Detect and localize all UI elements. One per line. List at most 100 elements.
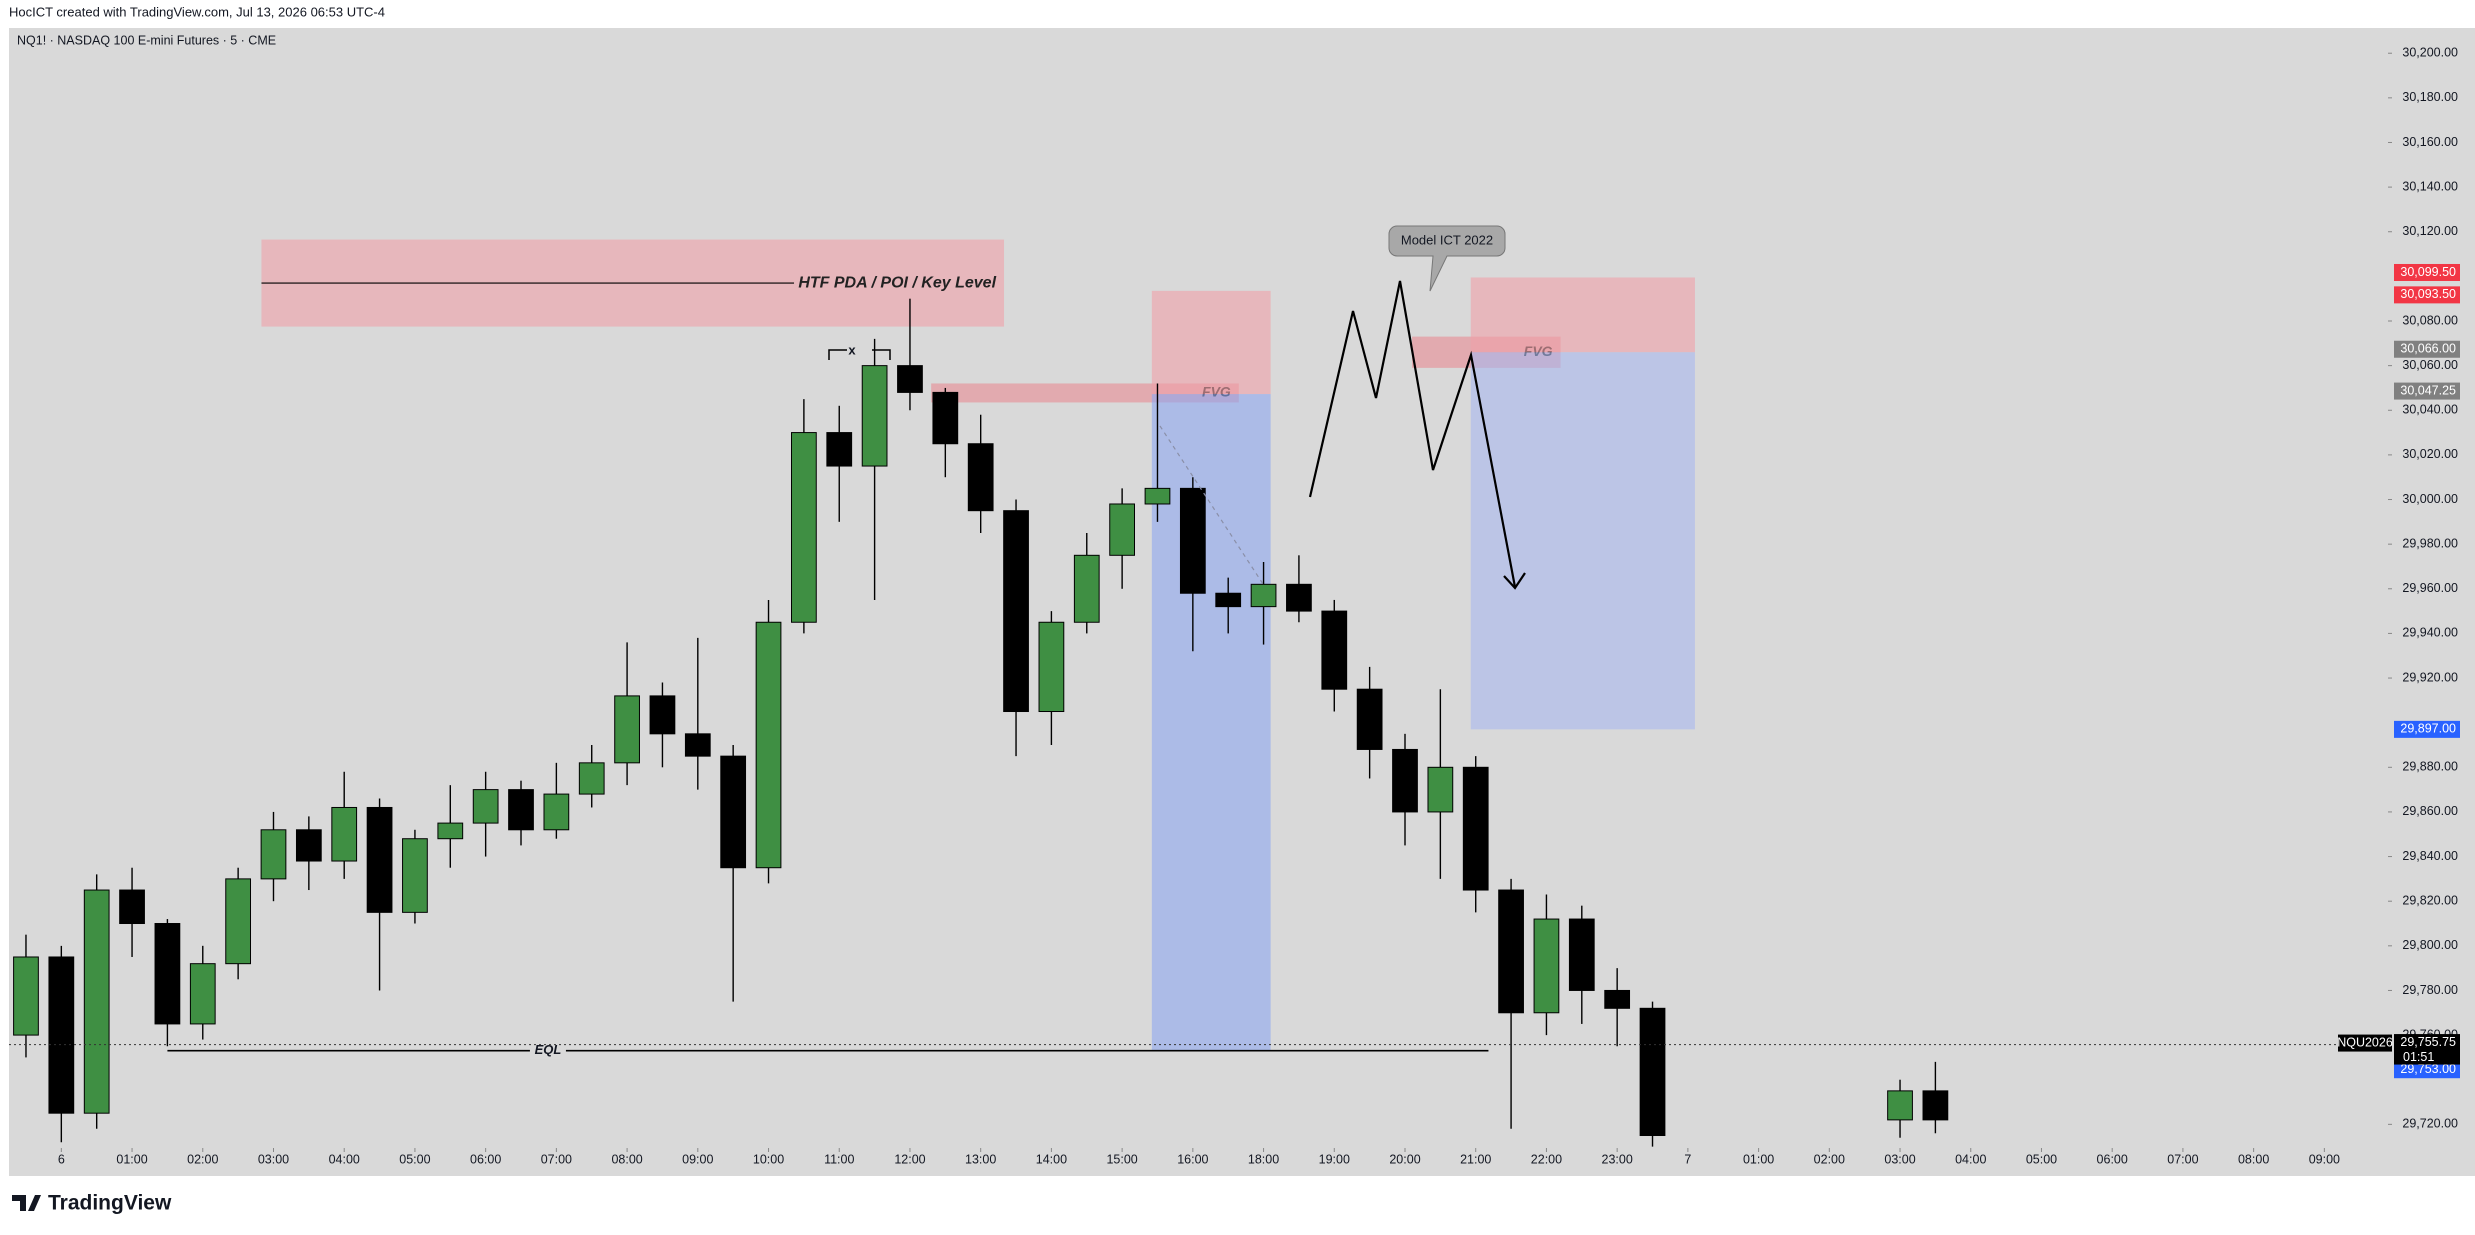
x-tick-label: 22:00	[1531, 1152, 1562, 1166]
y-tick-label: 29,860.00	[2402, 804, 2458, 818]
y-tick-label: 29,980.00	[2402, 536, 2458, 550]
candle-body	[1887, 1090, 1913, 1121]
candle-body	[472, 789, 499, 824]
x-tick-label: 06:00	[470, 1152, 501, 1166]
candle-body	[154, 923, 181, 1025]
x-tick-label: 16:00	[1177, 1152, 1208, 1166]
x-tick-label: 03:00	[258, 1152, 289, 1166]
candle-body	[967, 443, 994, 512]
marker-bracket	[828, 349, 891, 360]
candle-body	[1286, 583, 1312, 612]
symbol-label: NQU2026	[2337, 1035, 2393, 1049]
candle-body	[1144, 487, 1171, 505]
price-label: 29,753.00	[2400, 1062, 2456, 1076]
zone	[1151, 290, 1271, 395]
countdown-bg	[2394, 1050, 2460, 1065]
countdown: 01:51	[2403, 1050, 2434, 1064]
y-tick-label: 30,120.00	[2402, 224, 2458, 238]
candle-body	[791, 432, 817, 623]
candle-body	[83, 889, 110, 1114]
candle-body	[1003, 510, 1029, 713]
eql-label: EQL	[535, 1042, 562, 1057]
projection-arrow	[1503, 572, 1526, 590]
zone-label: HTF PDA / POI / Key Level	[798, 274, 996, 291]
x-tick-label: 06:00	[2097, 1152, 2128, 1166]
candle-body	[119, 889, 145, 925]
x-tick-label: 02:00	[187, 1152, 218, 1166]
x-tick-label: 21:00	[1460, 1152, 1491, 1166]
x-tick-label: 09:00	[2309, 1152, 2340, 1166]
x-tick-label: 03:00	[1884, 1152, 1915, 1166]
price-label: 29,755.75	[2400, 1035, 2456, 1049]
y-tick-label: 29,940.00	[2402, 626, 2458, 640]
price-label: 30,093.50	[2400, 287, 2456, 301]
x-tick-label: 23:00	[1602, 1152, 1633, 1166]
symbol-title: NQ1! · NASDAQ 100 E-mini Futures · 5 · C…	[17, 33, 276, 47]
candle-body	[1321, 610, 1348, 690]
price-label-bg	[2394, 720, 2460, 738]
price-label-bg	[2394, 340, 2460, 358]
zone	[1470, 352, 1695, 730]
x-tick-label: 07:00	[2167, 1152, 2198, 1166]
x-tick-label: 19:00	[1319, 1152, 1350, 1166]
y-tick-label: 29,780.00	[2402, 983, 2458, 997]
x-tick-label: 01:00	[116, 1152, 147, 1166]
candle-body	[331, 806, 358, 862]
x-tick-label: 08:00	[611, 1152, 642, 1166]
candle-body	[1392, 748, 1418, 813]
projection-path	[1308, 280, 1517, 588]
candle-body	[1604, 989, 1631, 1009]
x-tick-label: 05:00	[2026, 1152, 2057, 1166]
candle-body	[225, 878, 252, 965]
candle-body	[543, 793, 570, 831]
x-tick-label: 15:00	[1106, 1152, 1137, 1166]
y-tick-label: 29,920.00	[2402, 670, 2458, 684]
candle-body	[48, 956, 75, 1114]
candle-body	[1568, 918, 1595, 991]
x-tick-label: 04:00	[329, 1152, 360, 1166]
candle-body	[897, 365, 923, 393]
candle-body	[614, 695, 640, 764]
x-tick-label: 11:00	[824, 1152, 854, 1166]
candle-body	[366, 806, 393, 913]
y-tick-label: 30,200.00	[2402, 46, 2458, 60]
x-tick-label: 01:00	[1743, 1152, 1774, 1166]
logo: TradingView	[12, 1192, 172, 1215]
annotation-text: Model ICT 2022	[1401, 232, 1493, 247]
zone	[1151, 394, 1271, 1051]
logo-icon	[12, 1195, 41, 1211]
candle-body	[189, 963, 216, 1025]
candle-body	[1639, 1007, 1666, 1137]
candle-body	[1533, 918, 1560, 1014]
price-label: 30,066.00	[2400, 342, 2456, 356]
candle-body	[755, 621, 782, 869]
candle-body	[1038, 621, 1065, 713]
x-tick-label: 07:00	[541, 1152, 572, 1166]
candle-body	[1179, 487, 1206, 594]
y-tick-label: 30,060.00	[2402, 358, 2458, 372]
candle-body	[13, 956, 39, 1036]
x-tick-label: 7	[1684, 1152, 1691, 1166]
price-label: 29,897.00	[2400, 722, 2456, 736]
x-tick-label: 10:00	[753, 1152, 784, 1166]
candle-body	[649, 695, 676, 735]
x-tick-label: 02:00	[1814, 1152, 1845, 1166]
candle-body	[1215, 592, 1242, 608]
candle-body	[932, 391, 959, 445]
candle-body	[1462, 766, 1489, 891]
price-label-bg	[2394, 1061, 2460, 1079]
x-tick-label: 12:00	[894, 1152, 925, 1166]
eql-label-bg	[529, 1041, 566, 1060]
y-tick-label: 30,040.00	[2402, 403, 2458, 417]
candle-body	[295, 829, 322, 862]
y-tick-label: 30,080.00	[2402, 313, 2458, 327]
y-tick-label: 30,160.00	[2402, 135, 2458, 149]
footer-brand: TradingView	[48, 1192, 172, 1215]
y-tick-label: 29,960.00	[2402, 581, 2458, 595]
y-tick-label: 30,180.00	[2402, 90, 2458, 104]
symbol-label-bg	[2338, 1034, 2392, 1052]
candle-body	[1073, 554, 1100, 623]
candle-body	[1427, 766, 1454, 813]
y-tick-label: 29,840.00	[2402, 849, 2458, 863]
candle-body	[578, 762, 605, 795]
